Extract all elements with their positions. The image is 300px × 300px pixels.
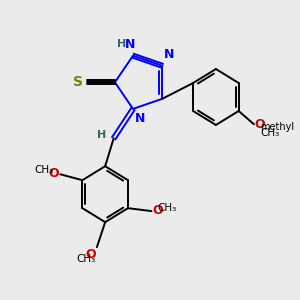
Text: S: S <box>73 75 83 89</box>
Text: N: N <box>134 112 145 125</box>
Text: H: H <box>98 130 107 140</box>
Text: N: N <box>164 48 174 62</box>
Text: O: O <box>85 248 96 261</box>
Text: CH₃: CH₃ <box>77 254 96 264</box>
Text: O: O <box>152 204 163 217</box>
Text: N: N <box>125 38 136 51</box>
Text: O: O <box>255 118 265 131</box>
Text: methyl: methyl <box>260 122 294 132</box>
Text: CH₃: CH₃ <box>260 128 279 138</box>
Text: H: H <box>117 39 127 49</box>
Text: CH₃: CH₃ <box>158 203 177 213</box>
Text: O: O <box>49 167 59 180</box>
Text: CH₃: CH₃ <box>34 165 53 175</box>
